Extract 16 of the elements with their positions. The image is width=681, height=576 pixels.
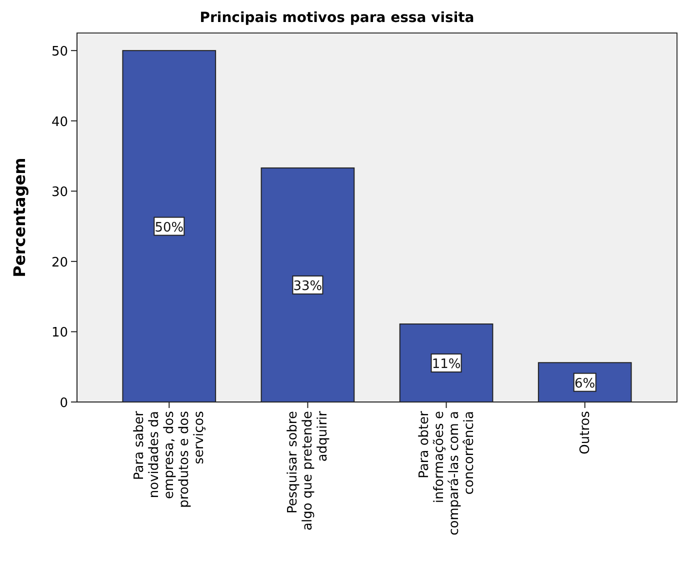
- data-label: 50%: [154, 220, 184, 236]
- data-label: 11%: [432, 356, 461, 372]
- y-tick-label: 50: [51, 44, 68, 60]
- x-tick-label: Outros: [578, 410, 593, 454]
- x-tick-label: Para obter informações e compará-las com a concorrência: [416, 410, 477, 536]
- y-tick-label: 0: [60, 396, 68, 411]
- y-axis-title: Percentagem: [10, 158, 29, 278]
- y-tick-label: 10: [51, 326, 68, 341]
- y-tick-label: 40: [51, 114, 68, 130]
- x-tick-label: Para saber novidades da empresa, dos produtos e dos serviços: [132, 410, 208, 508]
- y-tick-label: 30: [51, 185, 68, 200]
- chart-title: Principais motivos para essa visita: [200, 10, 474, 26]
- data-label: 33%: [293, 278, 322, 294]
- y-tick-label: 20: [51, 255, 68, 270]
- x-tick-label: Pesquisar sobre algo que pretende adquirir: [286, 410, 331, 530]
- data-label: 6%: [574, 376, 596, 392]
